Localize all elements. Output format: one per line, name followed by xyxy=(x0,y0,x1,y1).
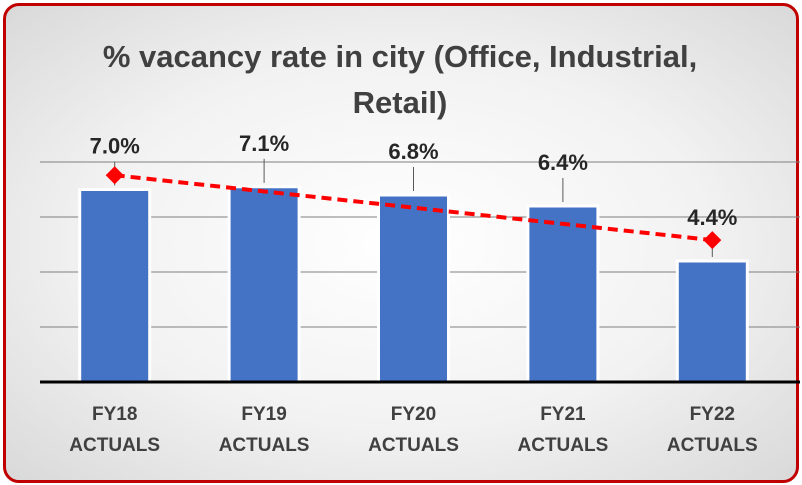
x-tick-label: FY21 ACTUALS xyxy=(518,404,609,456)
data-label: 4.4% xyxy=(687,205,737,230)
x-tick-label: FY20 ACTUALS xyxy=(368,404,459,456)
x-tick-label: FY22 ACTUALS xyxy=(667,404,758,456)
bar xyxy=(526,204,600,384)
trend-marker xyxy=(703,231,722,250)
bar xyxy=(675,259,749,384)
data-label: 6.4% xyxy=(538,150,588,175)
x-tick-label: FY19 ACTUALS xyxy=(219,404,310,456)
data-label: 7.0% xyxy=(90,134,140,159)
data-label: 6.8% xyxy=(388,139,438,164)
trendline xyxy=(114,173,713,243)
trend-marker xyxy=(105,166,124,185)
x-tick-label: FY18 ACTUALS xyxy=(69,404,160,456)
data-label: 7.1% xyxy=(239,131,289,156)
chart-title: % vacancy rate in city (Office, Industri… xyxy=(102,39,698,120)
bar xyxy=(78,188,152,384)
bar xyxy=(377,193,450,384)
bar xyxy=(227,185,301,384)
